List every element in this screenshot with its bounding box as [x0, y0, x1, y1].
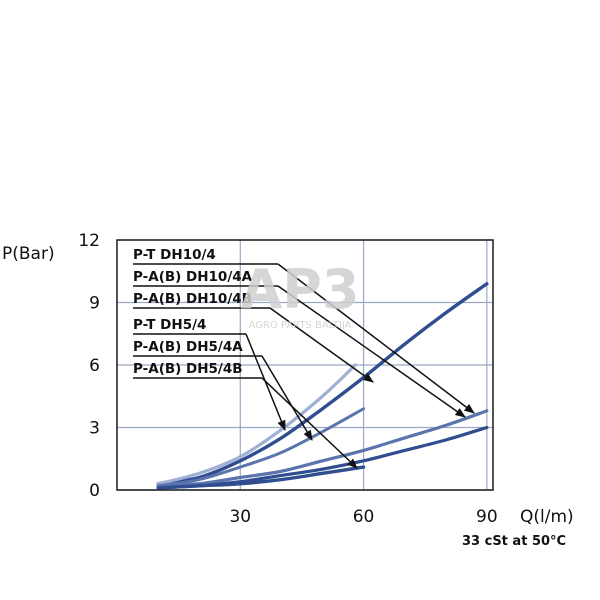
y-tick-label: 0 [89, 481, 100, 501]
plot-frame [116, 239, 494, 491]
series-line-2 [156, 409, 489, 488]
plot-border [116, 239, 494, 491]
legend-label-6: P-A(B) DH5/4B [133, 361, 243, 377]
legend-arrows [133, 263, 475, 469]
watermark: AP3 AGRO PARTS BALTIJA [241, 258, 360, 331]
series-curves [156, 282, 489, 490]
legend-label-2: P-A(B) DH10/4A [133, 269, 253, 285]
legend-label-1: P-T DH10/4 [133, 247, 216, 263]
legend-arrow-6 [261, 377, 358, 469]
conditions-note: 33 cSt at 50°C [462, 534, 566, 549]
legend: P-T DH10/4 P-A(B) DH10/4A P-A(B) DH10/4B P-… [133, 247, 253, 377]
legend-arrow-3 [269, 307, 374, 383]
y-tick-label: 9 [89, 294, 100, 314]
series-line-5 [156, 407, 366, 488]
y-tick-label: 6 [89, 356, 100, 376]
legend-label-4: P-T DH5/4 [133, 317, 206, 333]
x-axis-label: Q(l/m) [520, 507, 574, 527]
legend-arrow-1 [277, 263, 475, 414]
watermark-text: AGRO PARTS BALTIJA [248, 320, 351, 331]
x-tick-label: 30 [229, 507, 251, 527]
watermark-logo: AP3 [241, 258, 360, 321]
y-tick-label: 3 [89, 419, 100, 439]
series-line-6 [156, 465, 366, 490]
series-line-1 [156, 282, 489, 486]
legend-arrow-2 [277, 285, 466, 418]
x-tick-label: 60 [353, 507, 375, 527]
series-line-4 [156, 363, 357, 486]
x-tick-label: 90 [476, 507, 498, 527]
y-tick-label: 12 [78, 231, 100, 251]
y-axis-label: P(Bar) [2, 244, 55, 264]
legend-arrow-5 [261, 355, 313, 441]
legend-label-5: P-A(B) DH5/4A [133, 339, 243, 355]
tick-labels: 0 3 6 9 12 30 60 90 [78, 231, 497, 527]
legend-label-3: P-A(B) DH10/4B [133, 291, 252, 307]
